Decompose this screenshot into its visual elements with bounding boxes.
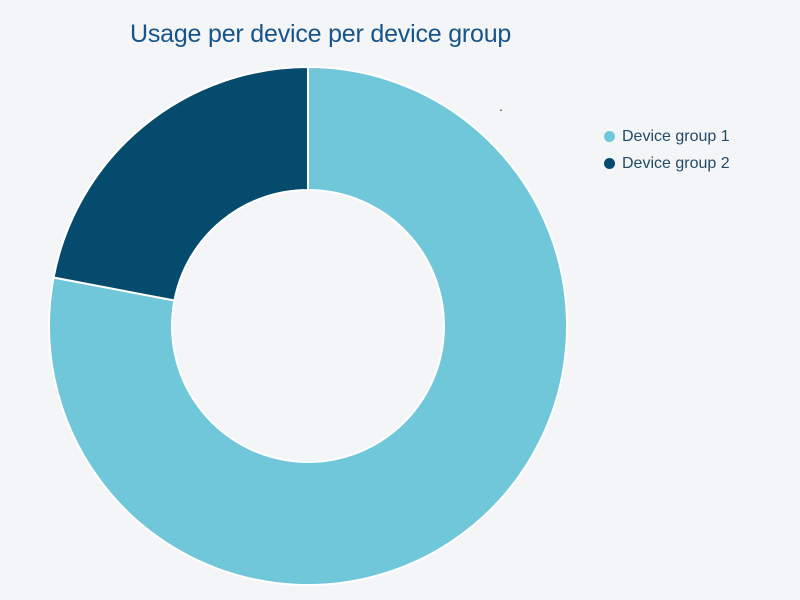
stray-data-label-dot: . [499,98,503,114]
legend-item-device-group-1[interactable]: Device group 1 [604,126,730,147]
legend-marker-icon [604,131,615,142]
donut-slice-1[interactable] [48,66,568,586]
legend-marker-icon [604,158,615,169]
chart-title: Usage per device per device group [130,20,512,48]
legend-item-label: Device group 2 [622,154,730,172]
legend-item-device-group-2[interactable]: Device group 2 [604,153,730,174]
legend: Device group 1 Device group 2 [604,126,730,174]
donut-slice-2[interactable] [52,66,309,302]
legend-item-label: Device group 1 [622,127,730,145]
